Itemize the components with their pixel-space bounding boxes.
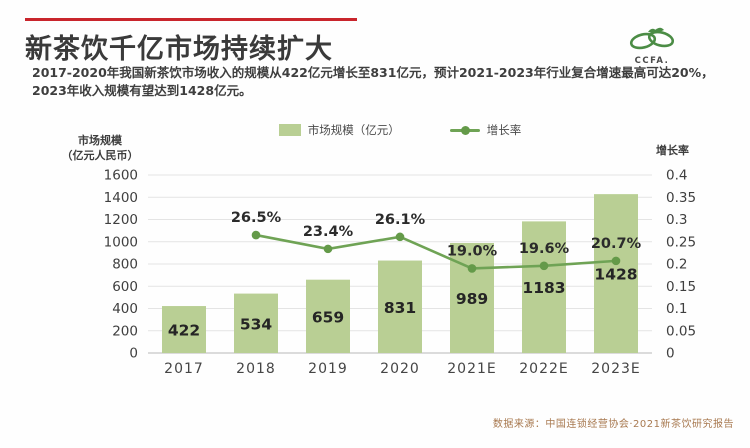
- bar-value-label: 422: [168, 322, 200, 340]
- right-axis-tick-label: 0.15: [666, 279, 696, 295]
- bar-swatch-icon: [278, 124, 301, 136]
- bar-value-label: 831: [384, 299, 416, 317]
- right-axis-title: 增长率: [656, 144, 689, 157]
- subtitle-line-1: 2017-2020年我国新茶饮市场收入的规模从422亿元增长至831亿元，预计2…: [32, 65, 714, 80]
- left-axis-tick-label: 200: [112, 323, 138, 339]
- left-axis-tick-label: 800: [112, 257, 138, 273]
- right-axis-tick-label: 0: [666, 346, 675, 362]
- ccfa-logo: CCFA.: [622, 24, 682, 66]
- growth-rate-label: 26.1%: [375, 212, 426, 228]
- line-swatch-icon: [449, 125, 480, 135]
- growth-rate-dot: [323, 244, 333, 254]
- bar-2018: [234, 293, 278, 353]
- left-axis-tick-label: 0: [129, 346, 138, 362]
- growth-rate-dot: [395, 232, 405, 242]
- legend-label-market-size: 市场规模（亿元）: [307, 123, 400, 137]
- legend-item-market-size: 市场规模（亿元）: [278, 122, 400, 138]
- growth-rate-label: 23.4%: [303, 224, 354, 240]
- left-axis-tick-label: 600: [112, 279, 138, 295]
- growth-rate-dot: [611, 256, 621, 266]
- bar-2017: [162, 306, 206, 353]
- growth-rate-label: 26.5%: [231, 210, 282, 226]
- x-axis-label: 2020: [380, 361, 420, 377]
- left-axis-tick-label: 1600: [104, 168, 138, 184]
- right-axis-tick-label: 0.05: [666, 323, 696, 339]
- right-axis-tick-label: 0.25: [666, 234, 696, 250]
- x-axis-label: 2018: [236, 361, 276, 377]
- ccfa-knot-icon: [629, 27, 675, 50]
- left-axis-title-line2: （亿元人民币）: [61, 149, 139, 162]
- legend-item-growth-rate: 增长率: [449, 122, 522, 138]
- subtitle: 2017-2020年我国新茶饮市场收入的规模从422亿元增长至831亿元，预计2…: [32, 64, 722, 99]
- x-axis-label: 2021E: [447, 361, 496, 377]
- bar-value-label: 659: [312, 308, 344, 326]
- growth-rate-label: 19.0%: [447, 243, 498, 259]
- growth-rate-line: [255, 233, 617, 270]
- x-axis-label: 2017: [164, 361, 204, 377]
- bar-value-label: 534: [240, 315, 273, 333]
- x-axis-label: 2023E: [591, 361, 640, 377]
- chart-legend: 市场规模（亿元） 增长率: [148, 121, 652, 139]
- left-axis-title-line1: 市场规模: [78, 134, 122, 147]
- left-axis-tick-label: 1200: [104, 212, 138, 228]
- subtitle-line-2: 2023年收入规模有望达到1428亿元。: [32, 82, 252, 98]
- growth-rate-dot: [539, 261, 549, 271]
- x-axis-label: 2019: [308, 361, 348, 377]
- right-axis-tick-label: 0.35: [666, 190, 696, 206]
- growth-rate-label: 20.7%: [591, 236, 642, 252]
- growth-rate-dot: [251, 230, 261, 240]
- bar-value-label: 1428: [594, 266, 637, 284]
- right-axis-tick-label: 0.2: [666, 257, 687, 273]
- bar-2022E: [522, 221, 566, 353]
- page-title: 新茶饮千亿市场持续扩大: [25, 34, 333, 65]
- growth-rate-label: 19.6%: [519, 241, 570, 257]
- bar-value-label: 1183: [522, 279, 565, 297]
- right-axis-tick-label: 0.1: [666, 301, 687, 317]
- bar-2020: [378, 260, 422, 353]
- legend-label-growth-rate: 增长率: [486, 123, 522, 137]
- left-axis-tick-label: 1000: [104, 234, 138, 250]
- data-source-note: 数据来源：中国连锁经营协会·2021新茶饮研究报告: [492, 419, 734, 430]
- x-axis-label: 2022E: [519, 361, 568, 377]
- growth-rate-dot: [467, 264, 477, 273]
- right-axis-tick-label: 0.4: [666, 168, 687, 184]
- left-axis-title: 市场规模 （亿元人民币）: [52, 133, 148, 163]
- left-axis-tick-label: 1400: [104, 190, 138, 206]
- bar-2023E: [594, 194, 638, 353]
- ccfa-logo-text: CCFA.: [634, 56, 670, 66]
- left-axis-tick-label: 400: [112, 301, 138, 317]
- bar-value-label: 989: [456, 290, 488, 308]
- title-accent-line: [25, 18, 357, 21]
- bar-2019: [306, 279, 350, 353]
- right-axis-tick-label: 0.3: [666, 212, 687, 228]
